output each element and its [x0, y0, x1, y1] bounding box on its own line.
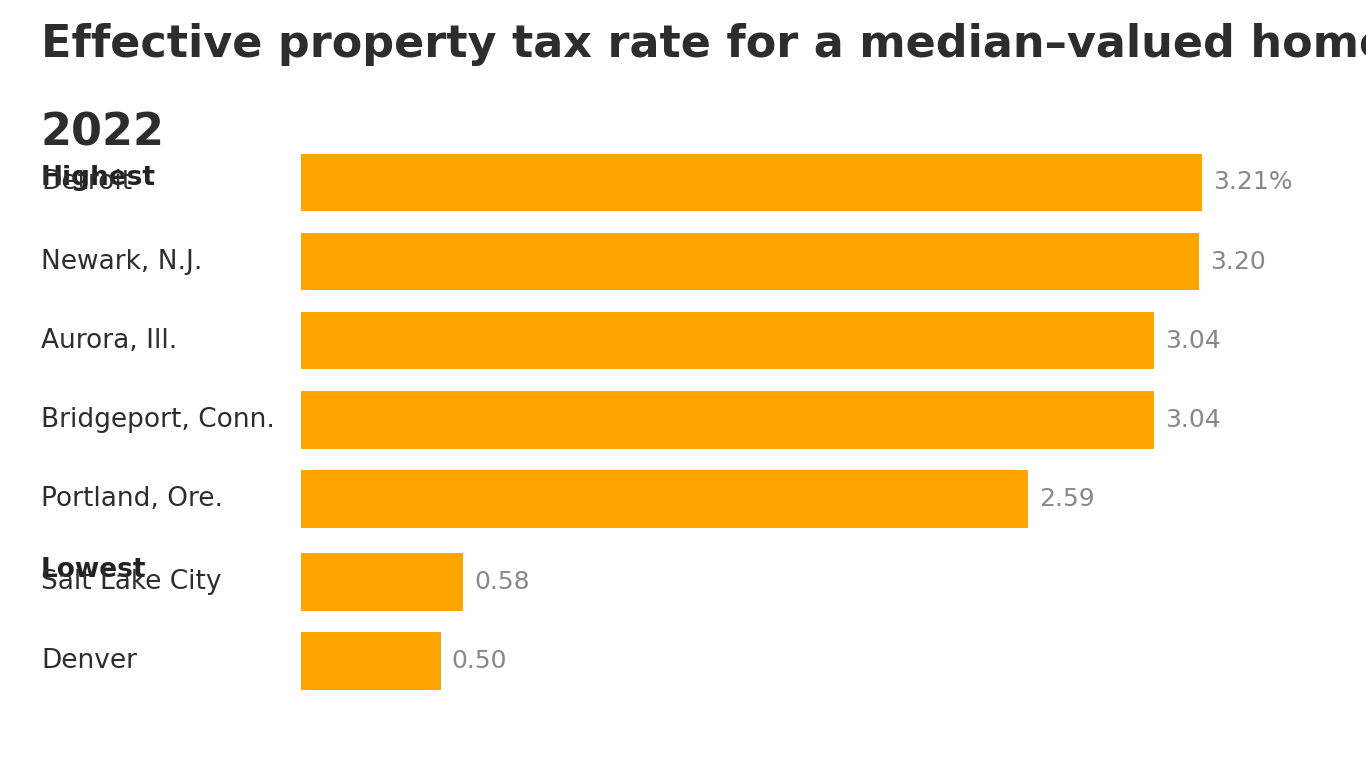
Text: 2022: 2022: [41, 111, 165, 154]
Text: 3.04: 3.04: [1165, 408, 1221, 432]
Text: 0.50: 0.50: [452, 649, 507, 673]
Text: 3.20: 3.20: [1210, 250, 1266, 273]
Text: Denver: Denver: [41, 648, 137, 674]
Text: Newark, N.J.: Newark, N.J.: [41, 249, 202, 274]
Text: 2.59: 2.59: [1038, 487, 1094, 511]
Text: Effective property tax rate for a median–valued home,: Effective property tax rate for a median…: [41, 23, 1366, 66]
Text: Highest: Highest: [41, 165, 156, 191]
Text: Portland, Ore.: Portland, Ore.: [41, 486, 223, 511]
Text: Lowest: Lowest: [41, 557, 146, 583]
Text: Aurora, Ill.: Aurora, Ill.: [41, 328, 178, 353]
Text: 3.04: 3.04: [1165, 329, 1221, 353]
Text: Bridgeport, Conn.: Bridgeport, Conn.: [41, 407, 275, 432]
Text: 3.21%: 3.21%: [1213, 170, 1292, 194]
Text: Salt Lake City: Salt Lake City: [41, 569, 221, 594]
Text: Detroit: Detroit: [41, 170, 133, 195]
Text: 0.58: 0.58: [474, 570, 530, 594]
